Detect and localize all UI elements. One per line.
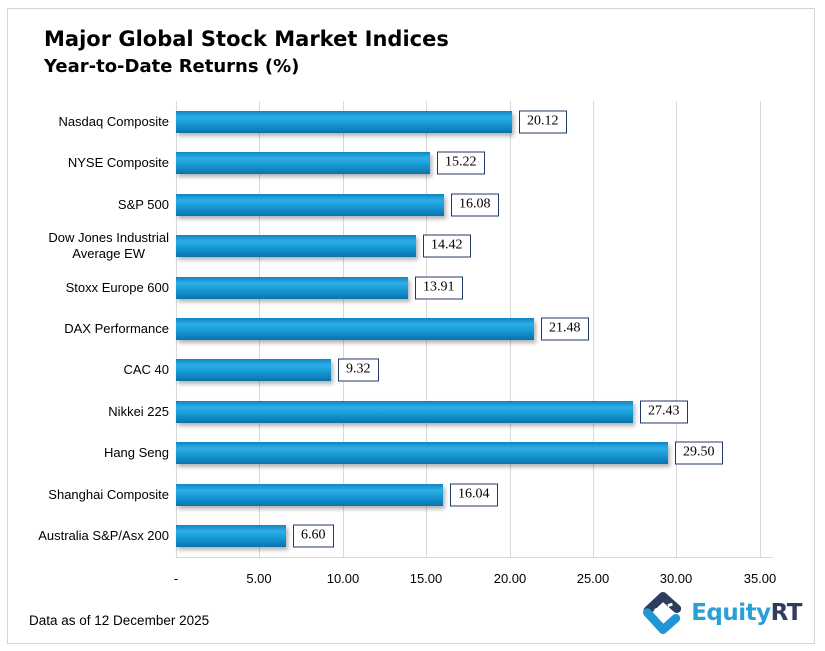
bar-nikkei-225 [176,401,633,423]
gridline [593,101,594,557]
bar-dax-performance [176,318,534,340]
category-label: Nasdaq Composite [58,114,169,129]
category-label: DAX Performance [64,321,169,336]
x-axis-tick-label: 30.00 [659,571,693,586]
x-axis-tick-label: 20.00 [493,571,527,586]
gridline [676,101,677,557]
value-label: 14.42 [423,234,471,258]
bar-australia-s-p-asx-200 [176,525,286,547]
bar-nasdaq-composite [176,111,512,133]
bar-hang-seng [176,442,668,464]
value-label: 27.43 [640,400,688,424]
chart-frame: Major Global Stock Market Indices Year-t… [7,8,815,644]
value-label: 21.48 [541,317,589,341]
chart-subtitle: Year-to-Date Returns (%) [44,56,300,77]
value-label: 16.08 [451,193,499,217]
value-label: 6.60 [293,524,334,548]
category-label: CAC 40 [123,362,169,377]
x-axis-tick-label: 10.00 [326,571,360,586]
bar-cac-40 [176,359,331,381]
value-axis: - 5.00 10.00 15.00 20.00 25.00 30.00 35.00 [173,565,776,586]
category-axis: Nasdaq Composite NYSE Composite S&P 500 Dow… [16,101,169,557]
chart-title: Major Global Stock Market Indices [44,27,449,51]
plot-area: 20.12 15.22 16.08 14.42 13.91 21.48 9.32 27.43 2… [176,101,773,558]
bar-dow-jones-industrial [176,235,416,257]
category-label: NYSE Composite [67,155,169,170]
gridline [760,101,761,557]
bar-shanghai-composite [176,484,443,506]
category-label: Dow Jones Industrial Average EW [48,230,169,261]
category-label: S&P 500 [117,197,169,212]
logo-text-equity: Equity [691,600,771,626]
value-label: 13.91 [415,276,463,300]
category-label: Nikkei 225 [108,404,169,419]
value-label: 9.32 [338,358,379,382]
bar-s-p-500 [176,194,444,216]
x-axis-tick-label: 35.00 [743,571,777,586]
equityrt-logo-text: EquityRT [691,600,802,626]
category-label: Australia S&P/Asx 200 [38,528,169,543]
value-label: 29.50 [675,441,723,465]
logo-text-rt: RT [770,600,803,626]
x-axis-tick-label: 25.00 [576,571,610,586]
equityrt-logo: EquityRT [642,591,803,635]
category-label: Hang Seng [103,445,169,460]
equityrt-logo-icon [643,592,682,634]
category-label: Shanghai Composite [48,487,169,502]
bar-stoxx-europe-600 [176,277,408,299]
x-axis-tick-label: 5.00 [246,571,272,586]
value-label: 16.04 [450,483,498,507]
data-as-of-note: Data as of 12 December 2025 [29,613,210,628]
value-label: 20.12 [519,110,567,134]
bar-nyse-composite [176,152,430,174]
x-axis-tick-label: - [173,571,179,586]
category-label: Stoxx Europe 600 [65,280,169,295]
x-axis-tick-label: 15.00 [409,571,443,586]
value-label: 15.22 [437,151,485,175]
